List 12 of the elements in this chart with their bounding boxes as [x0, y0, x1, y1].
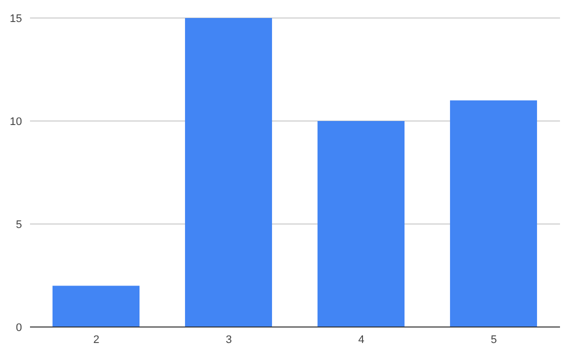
x-tick-label: 3: [226, 334, 232, 346]
x-tick-label: 2: [93, 334, 100, 346]
bar: [185, 18, 272, 327]
x-tick-label: 5: [490, 334, 497, 346]
bar: [318, 121, 405, 327]
y-tick-label: 5: [16, 218, 22, 231]
y-tick-label: 15: [10, 12, 22, 25]
y-tick-label: 10: [10, 116, 22, 128]
bar: [52, 286, 140, 327]
y-tick-label: 0: [16, 322, 22, 334]
x-tick-label: 4: [358, 334, 364, 346]
bar: [450, 100, 538, 327]
